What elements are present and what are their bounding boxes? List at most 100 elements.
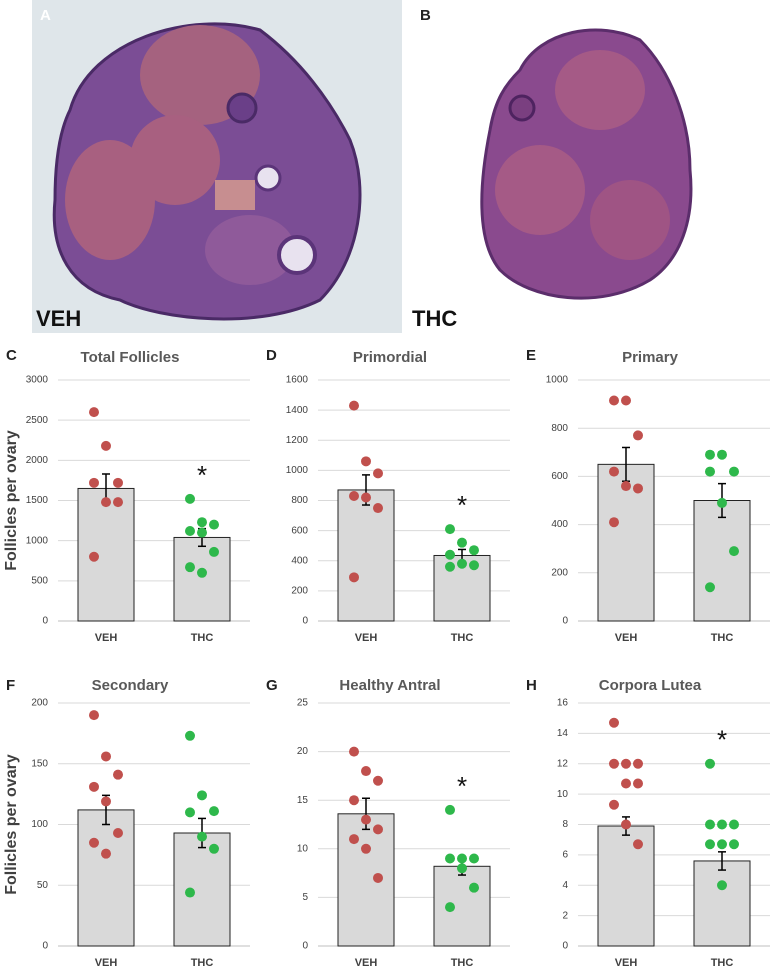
- data-point: [445, 524, 455, 535]
- y-tick-label: 0: [562, 941, 568, 952]
- data-point: [89, 477, 99, 488]
- bar: [77, 809, 135, 947]
- data-point: [445, 561, 455, 572]
- data-point: [89, 551, 99, 562]
- image-label: VEH: [36, 306, 81, 331]
- bar: [337, 489, 395, 622]
- data-point: [185, 887, 195, 898]
- panel-letter: F: [6, 677, 15, 694]
- data-point: [349, 795, 359, 806]
- data-point: [197, 831, 207, 842]
- y-tick-label: 1500: [26, 495, 49, 506]
- image-label: THC: [412, 306, 457, 331]
- y-tick-label: 0: [302, 941, 308, 952]
- data-point: [349, 572, 359, 583]
- data-point: [361, 843, 371, 854]
- data-point: [633, 839, 643, 850]
- data-point: [101, 497, 111, 508]
- data-point: [705, 819, 715, 830]
- y-axis-label: Follicles per ovary: [3, 430, 20, 571]
- y-tick-label: 0: [302, 616, 308, 627]
- data-point: [633, 483, 643, 494]
- bar: [173, 832, 231, 947]
- y-tick-label: 6: [562, 850, 568, 861]
- data-point: [185, 807, 195, 818]
- data-point: [101, 440, 111, 451]
- y-tick-label: 16: [557, 698, 569, 709]
- significance-marker: *: [457, 490, 467, 520]
- y-tick-label: 1400: [286, 405, 309, 416]
- y-tick-label: 20: [297, 746, 309, 757]
- data-point: [101, 848, 111, 859]
- data-point: [101, 751, 111, 762]
- y-tick-label: 200: [31, 698, 48, 709]
- data-point: [705, 758, 715, 769]
- x-tick-label: VEH: [355, 957, 378, 968]
- data-point: [89, 837, 99, 848]
- data-point: [197, 517, 207, 528]
- y-tick-label: 50: [37, 880, 49, 891]
- data-point: [89, 407, 99, 418]
- stroma: [215, 180, 255, 210]
- data-point: [469, 560, 479, 571]
- data-point: [621, 758, 631, 769]
- y-tick-label: 600: [551, 471, 568, 482]
- data-point: [373, 468, 383, 479]
- y-tick-label: 800: [291, 495, 308, 506]
- data-point: [113, 477, 123, 488]
- data-point: [101, 796, 111, 807]
- x-tick-label: THC: [191, 957, 214, 968]
- data-point: [373, 872, 383, 883]
- panel-letter: E: [526, 347, 536, 364]
- data-point: [705, 466, 715, 477]
- y-tick-label: 1000: [26, 535, 49, 546]
- x-tick-label: VEH: [615, 632, 638, 644]
- significance-marker: *: [717, 725, 727, 755]
- y-tick-label: 12: [557, 758, 569, 769]
- image-a: A VEH: [32, 0, 402, 333]
- data-point: [457, 558, 467, 569]
- data-point: [361, 456, 371, 467]
- bar: [337, 813, 395, 947]
- data-point: [445, 549, 455, 560]
- y-tick-label: 3000: [26, 375, 49, 386]
- chart-title: Healthy Antral: [339, 677, 440, 694]
- data-point: [373, 503, 383, 514]
- data-point: [469, 853, 479, 864]
- y-tick-label: 10: [297, 843, 309, 854]
- data-point: [209, 546, 219, 557]
- data-point: [197, 790, 207, 801]
- data-point: [633, 758, 643, 769]
- y-tick-label: 1600: [286, 375, 309, 386]
- y-tick-label: 0: [42, 941, 48, 952]
- data-point: [729, 466, 739, 477]
- data-point: [609, 717, 619, 728]
- data-point: [89, 781, 99, 792]
- bar: [173, 536, 231, 622]
- data-point: [633, 778, 643, 789]
- chart-title: Primary: [622, 349, 679, 366]
- data-point: [185, 730, 195, 741]
- panel-letter: H: [526, 677, 537, 694]
- data-point: [209, 519, 219, 530]
- corpus-luteum: [205, 215, 295, 285]
- data-point: [185, 562, 195, 573]
- follicle: [226, 92, 258, 124]
- bar: [693, 860, 751, 947]
- data-point: [609, 517, 619, 528]
- significance-marker: *: [197, 460, 207, 490]
- y-tick-label: 1200: [286, 435, 309, 446]
- follicle: [277, 235, 317, 275]
- y-tick-label: 400: [291, 555, 308, 566]
- panel-letter: C: [6, 347, 17, 364]
- data-point: [349, 490, 359, 501]
- y-tick-label: 2500: [26, 415, 49, 426]
- follicle: [254, 164, 282, 192]
- y-tick-label: 10: [557, 789, 569, 800]
- data-point: [621, 778, 631, 789]
- data-point: [717, 449, 727, 460]
- data-point: [609, 758, 619, 769]
- corpus-luteum: [590, 180, 670, 260]
- data-point: [445, 902, 455, 913]
- panel-letter: D: [266, 347, 277, 364]
